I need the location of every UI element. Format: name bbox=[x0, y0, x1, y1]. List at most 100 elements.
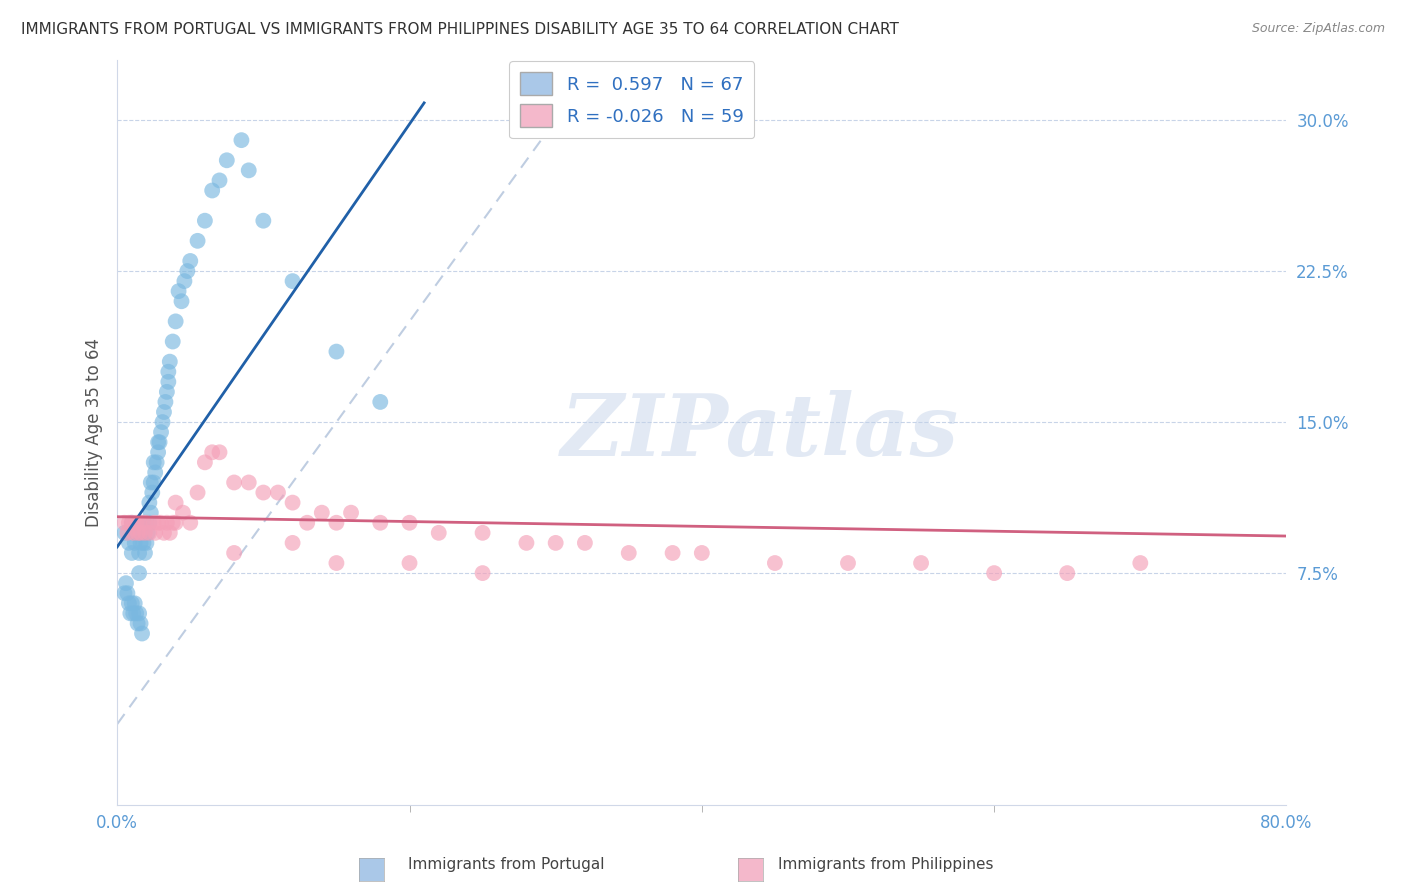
Point bbox=[179, 516, 201, 530]
Point bbox=[281, 495, 304, 509]
Point bbox=[238, 163, 260, 178]
Point bbox=[129, 525, 152, 540]
Point bbox=[138, 525, 160, 540]
Point bbox=[138, 495, 160, 509]
Point bbox=[142, 475, 165, 490]
Point bbox=[146, 435, 169, 450]
Text: ZIPatlas: ZIPatlas bbox=[561, 391, 959, 474]
Point bbox=[173, 274, 195, 288]
Point bbox=[267, 485, 290, 500]
Point bbox=[125, 607, 148, 621]
Point bbox=[114, 586, 136, 600]
Point bbox=[215, 153, 238, 168]
Point bbox=[325, 556, 347, 570]
Point bbox=[187, 485, 209, 500]
Point bbox=[131, 525, 153, 540]
Point bbox=[515, 536, 537, 550]
Point bbox=[837, 556, 859, 570]
Point bbox=[121, 546, 143, 560]
Point bbox=[281, 274, 304, 288]
Point bbox=[167, 284, 190, 298]
Point bbox=[427, 525, 450, 540]
Point bbox=[145, 455, 167, 469]
Point bbox=[398, 556, 420, 570]
Point bbox=[132, 516, 155, 530]
Point bbox=[139, 475, 162, 490]
Point bbox=[115, 576, 138, 591]
Point bbox=[127, 525, 149, 540]
Point bbox=[125, 525, 148, 540]
Point bbox=[224, 546, 246, 560]
Point bbox=[187, 234, 209, 248]
Point bbox=[131, 626, 153, 640]
Text: Immigrants from Portugal: Immigrants from Portugal bbox=[408, 857, 605, 872]
Point bbox=[368, 395, 391, 409]
Point bbox=[208, 173, 231, 187]
Point bbox=[129, 536, 152, 550]
Point bbox=[142, 516, 165, 530]
Point bbox=[132, 536, 155, 550]
Point bbox=[148, 435, 170, 450]
Point bbox=[117, 586, 139, 600]
Point bbox=[153, 405, 176, 419]
Point bbox=[124, 596, 146, 610]
Point bbox=[159, 525, 181, 540]
Point bbox=[124, 536, 146, 550]
Point bbox=[139, 506, 162, 520]
Point bbox=[146, 445, 169, 459]
Point bbox=[179, 254, 201, 268]
Point bbox=[136, 525, 159, 540]
Point bbox=[143, 525, 166, 540]
Point bbox=[132, 516, 155, 530]
Point bbox=[238, 475, 260, 490]
Point bbox=[153, 525, 176, 540]
Point bbox=[122, 607, 145, 621]
Point bbox=[661, 546, 683, 560]
Point bbox=[117, 525, 139, 540]
Point bbox=[141, 485, 163, 500]
Point bbox=[152, 415, 174, 429]
Point bbox=[165, 495, 187, 509]
Point bbox=[114, 516, 136, 530]
Point bbox=[125, 516, 148, 530]
Point bbox=[194, 213, 217, 227]
Point bbox=[983, 566, 1005, 580]
Point bbox=[208, 445, 231, 459]
Point bbox=[135, 516, 157, 530]
Point bbox=[156, 516, 179, 530]
Point bbox=[142, 455, 165, 469]
Point bbox=[201, 184, 224, 198]
Point bbox=[162, 334, 184, 349]
Point bbox=[135, 516, 157, 530]
Point bbox=[325, 344, 347, 359]
Point bbox=[118, 516, 141, 530]
Point bbox=[129, 616, 152, 631]
Point bbox=[157, 375, 180, 389]
Point bbox=[165, 516, 187, 530]
Point bbox=[368, 516, 391, 530]
Point bbox=[471, 525, 494, 540]
Point bbox=[1129, 556, 1152, 570]
Point bbox=[281, 536, 304, 550]
Point bbox=[121, 516, 143, 530]
Point bbox=[134, 525, 156, 540]
Point bbox=[231, 133, 253, 147]
Point bbox=[201, 445, 224, 459]
Point bbox=[128, 516, 150, 530]
Point bbox=[544, 536, 567, 550]
Y-axis label: Disability Age 35 to 64: Disability Age 35 to 64 bbox=[86, 338, 103, 526]
Point bbox=[340, 506, 363, 520]
Point bbox=[156, 384, 179, 399]
Text: IMMIGRANTS FROM PORTUGAL VS IMMIGRANTS FROM PHILIPPINES DISABILITY AGE 35 TO 64 : IMMIGRANTS FROM PORTUGAL VS IMMIGRANTS F… bbox=[21, 22, 898, 37]
Point bbox=[325, 516, 347, 530]
Point bbox=[252, 485, 274, 500]
Point bbox=[252, 213, 274, 227]
Point bbox=[763, 556, 786, 570]
Point bbox=[128, 546, 150, 560]
Point bbox=[121, 516, 143, 530]
Point bbox=[146, 516, 169, 530]
Point bbox=[135, 536, 157, 550]
Point bbox=[176, 264, 198, 278]
Legend: R =  0.597   N = 67, R = -0.026   N = 59: R = 0.597 N = 67, R = -0.026 N = 59 bbox=[509, 62, 755, 138]
Point bbox=[910, 556, 932, 570]
